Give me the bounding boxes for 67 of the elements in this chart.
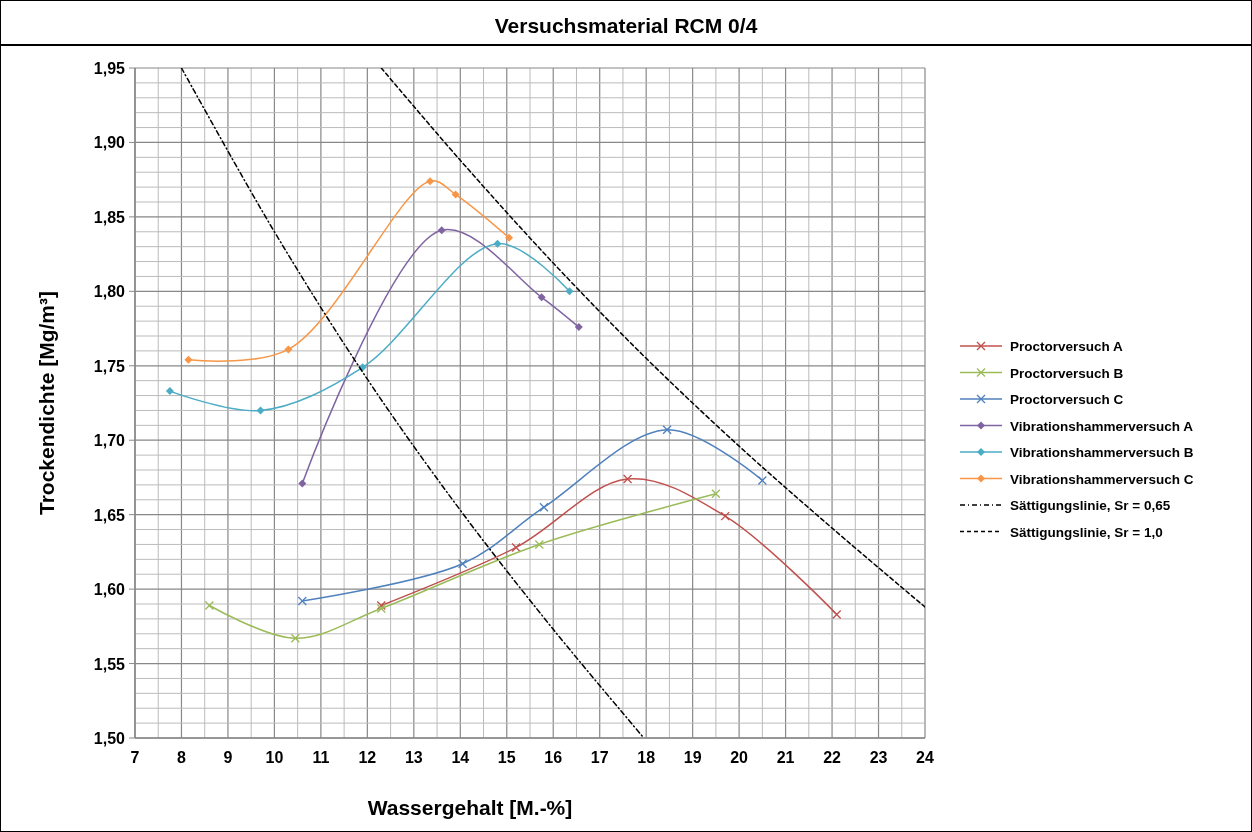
x-tick-label: 7 (130, 749, 140, 766)
point (297, 596, 307, 606)
point (493, 239, 502, 248)
x-tick-label: 18 (637, 749, 656, 766)
x-tick-label: 12 (358, 749, 377, 766)
point (165, 387, 174, 396)
point (451, 190, 460, 199)
x-tick-label: 16 (544, 749, 563, 766)
y-tick-label: 1,90 (93, 134, 126, 152)
point (711, 489, 721, 499)
legend-label: Vibrationshammerversuch B (1010, 445, 1194, 460)
legend-label: Vibrationshammerversuch C (1010, 471, 1194, 487)
point (290, 633, 300, 643)
x-tick-label: 8 (177, 749, 187, 766)
point (505, 233, 514, 242)
x-tick-label: 22 (823, 749, 842, 766)
legend-label: Proctorversuch A (1010, 339, 1124, 354)
point (457, 559, 468, 569)
point (622, 474, 633, 484)
x-tick-label: 23 (869, 749, 888, 766)
point (757, 475, 767, 486)
point (574, 323, 583, 332)
point (511, 542, 521, 553)
x-tick-label: 13 (404, 749, 423, 766)
y-tick-label: 1,60 (93, 581, 126, 599)
x-tick-label: 11 (312, 749, 330, 766)
x-tick-label: 15 (497, 749, 516, 766)
point (437, 226, 446, 235)
point (184, 355, 193, 364)
point (534, 539, 544, 550)
point (284, 345, 293, 354)
y-tick-label: 1,95 (93, 60, 126, 77)
point (565, 287, 574, 296)
y-axis-title: Trockendichte [Mg/m³] (35, 290, 58, 516)
chart-title: Versuchsmaterial RCM 0/4 (494, 14, 758, 37)
x-tick-label: 21 (776, 749, 795, 766)
x-tick-label: 24 (916, 749, 934, 766)
x-tick-label: 10 (265, 749, 284, 766)
point (426, 177, 435, 186)
y-tick-label: 1,85 (93, 208, 126, 226)
x-tick-label: 20 (730, 749, 749, 766)
x-tick-label: 17 (590, 749, 609, 766)
point (832, 609, 842, 620)
y-tick-label: 1,70 (93, 432, 126, 450)
x-axis-title: Wassergehalt [M.-%] (367, 796, 573, 819)
point (662, 425, 672, 435)
line-series (180, 68, 645, 738)
point (256, 406, 265, 415)
y-tick-label: 1,65 (93, 506, 126, 524)
y-tick-label: 1,75 (93, 357, 126, 375)
legend-label: Sättigungslinie, Sr = 1,0 (1010, 524, 1163, 540)
x-tick-label: 9 (223, 749, 233, 766)
legend-label: Proctorversuch C (1010, 392, 1124, 407)
x-tick-label: 14 (451, 749, 470, 766)
point (539, 502, 549, 512)
legend-label: Sättigungslinie, Sr = 0,65 (1010, 498, 1171, 513)
point (204, 600, 214, 611)
y-tick-label: 1,50 (93, 730, 126, 747)
y-tick-label: 1,80 (93, 283, 126, 301)
point (537, 293, 546, 302)
point (298, 479, 307, 488)
line-series (380, 68, 925, 608)
point (720, 511, 730, 521)
legend-label: Proctorversuch B (1010, 365, 1124, 381)
y-tick-label: 1,55 (93, 655, 126, 673)
legend-label: Vibrationshammerversuch A (1010, 418, 1194, 434)
x-tick-label: 19 (683, 749, 702, 766)
